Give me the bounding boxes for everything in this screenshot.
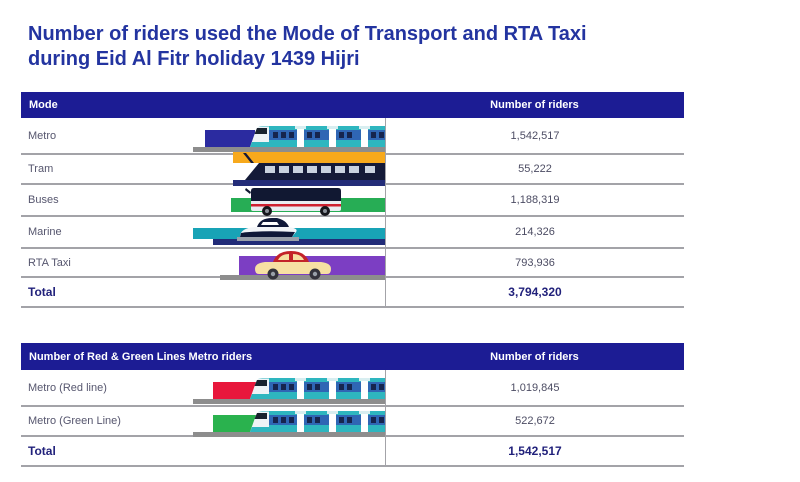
row-label: Buses [28, 194, 59, 206]
row-label: Metro (Red line) [28, 381, 107, 394]
metro-train-icon [193, 371, 385, 405]
table2-header-row: Number of Red & Green Lines Metro riders… [21, 343, 684, 370]
marine-boat-icon [193, 215, 385, 249]
table-row-metro-green-line: Metro (Green Line) [21, 407, 684, 437]
table-row-marine: Marine 214,326 [21, 217, 684, 249]
row-value: 55,222 [518, 163, 552, 175]
row-label: Metro [28, 129, 57, 142]
total-value: 1,542,517 [508, 444, 562, 458]
total-label: Total [28, 444, 56, 458]
metro-train-icon [193, 404, 385, 438]
row-value: 522,672 [515, 415, 555, 427]
table-row-metro: Metro [21, 118, 684, 155]
row-value: 1,542,517 [510, 129, 560, 142]
table-row-tram: Tram [21, 152, 684, 186]
row-value: 793,936 [515, 256, 555, 269]
table1-header-mode: Mode [29, 99, 58, 111]
table2-header-mode: Number of Red & Green Lines Metro riders [29, 350, 253, 363]
total-label: Total [28, 285, 56, 299]
bus-icon [193, 183, 385, 217]
metro-lines-table: Number of Red & Green Lines Metro riders… [21, 343, 684, 467]
total-value: 3,794,320 [508, 285, 562, 299]
table1-total-row: Total 3,794,320 [21, 278, 684, 308]
table1-header-riders: Number of riders [490, 99, 579, 111]
tram-bar [233, 152, 385, 163]
row-label: Metro (Green Line) [28, 415, 121, 427]
page-title: Number of riders used the Mode of Transp… [28, 23, 587, 70]
table1-header-row: Mode Number of riders [21, 92, 684, 118]
table-row-rta-taxi: RTA Taxi 793,936 [21, 246, 684, 280]
taxi-icon [193, 246, 385, 280]
green-line-bar [213, 415, 259, 432]
row-label: RTA Taxi [28, 256, 71, 269]
row-label: Tram [28, 163, 54, 175]
tram-icon [193, 152, 385, 186]
row-label: Marine [28, 226, 62, 238]
metro-bar [205, 129, 255, 147]
table2-header-riders: Number of riders [490, 350, 579, 363]
table-row-metro-red-line: Metro (Red line) [21, 370, 684, 407]
table2-total-row: Total 1,542,517 [21, 437, 684, 467]
row-value: 1,188,319 [510, 194, 560, 206]
table-row-buses: Buses 1,188,319 [21, 185, 684, 217]
transport-modes-table: Mode Number of riders Metro [21, 92, 684, 308]
row-value: 1,019,845 [510, 381, 560, 394]
red-line-bar [213, 381, 259, 399]
row-value: 214,326 [515, 226, 555, 238]
metro-train-icon [193, 119, 385, 153]
